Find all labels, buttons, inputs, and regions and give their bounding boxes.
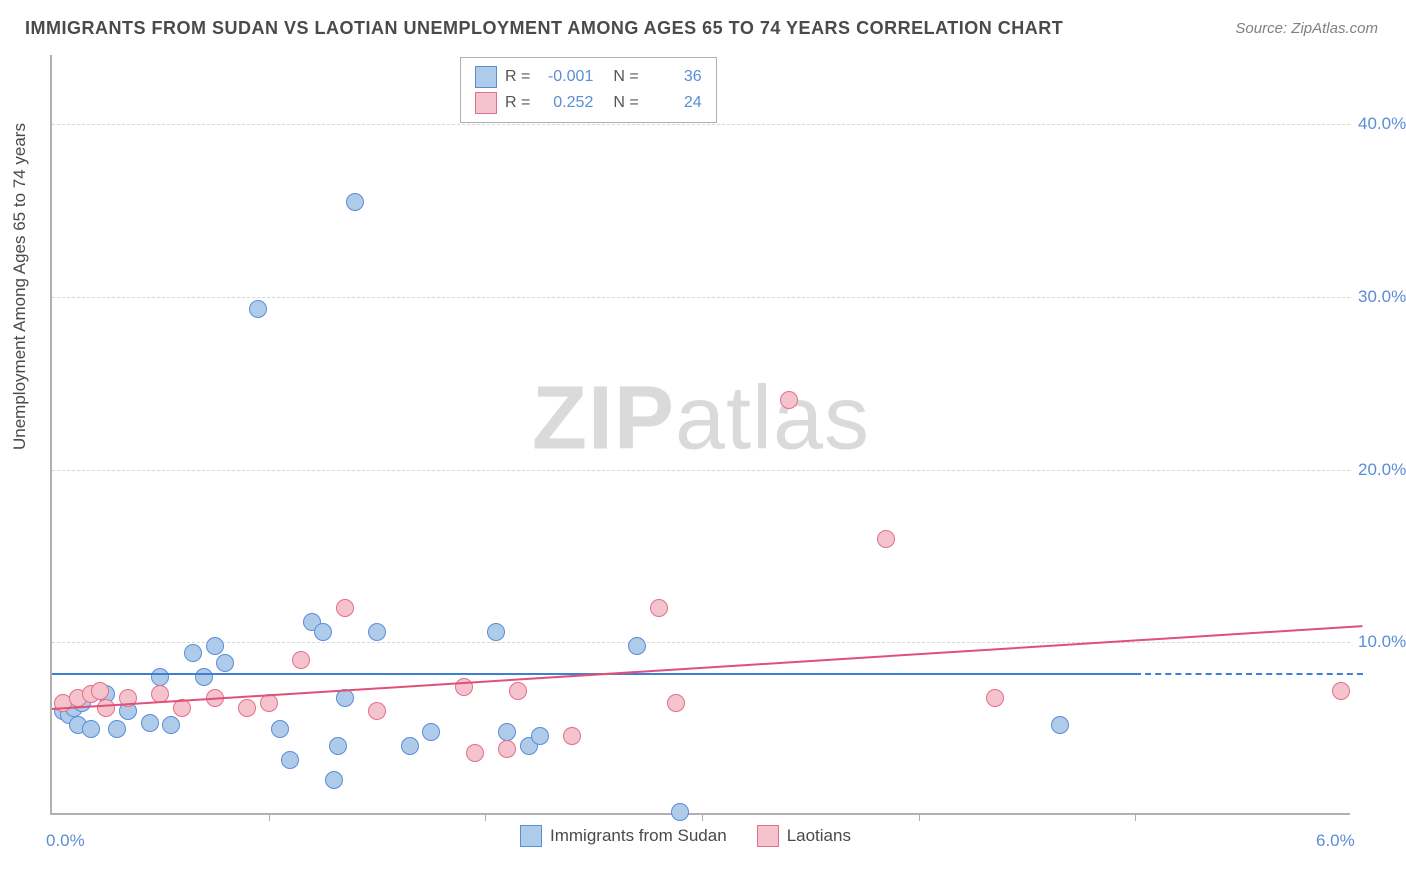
legend-series-item: Laotians	[757, 825, 851, 847]
x-tick-mark	[919, 813, 920, 821]
data-point	[422, 723, 440, 741]
trendline-dashed	[1135, 673, 1363, 675]
data-point	[487, 623, 505, 641]
data-point	[650, 599, 668, 617]
data-point	[531, 727, 549, 745]
n-label: N =	[613, 68, 638, 86]
watermark-light: atlas	[675, 368, 870, 468]
data-point	[271, 720, 289, 738]
y-tick-label: 10.0%	[1358, 632, 1406, 652]
gridline	[52, 642, 1350, 643]
legend-stat-row: R = 0.252 N = 24	[475, 90, 702, 116]
n-label: N =	[613, 94, 638, 112]
data-point	[162, 716, 180, 734]
data-point	[1051, 716, 1069, 734]
chart-title: IMMIGRANTS FROM SUDAN VS LAOTIAN UNEMPLO…	[25, 18, 1063, 39]
y-tick-label: 30.0%	[1358, 287, 1406, 307]
data-point	[498, 723, 516, 741]
data-point	[628, 637, 646, 655]
r-value: -0.001	[538, 68, 593, 86]
data-point	[336, 599, 354, 617]
data-point	[986, 689, 1004, 707]
data-point	[329, 737, 347, 755]
data-point	[671, 803, 689, 821]
x-tick-mark	[269, 813, 270, 821]
data-point	[325, 771, 343, 789]
n-value: 24	[647, 94, 702, 112]
legend-stat-row: R = -0.001 N = 36	[475, 64, 702, 90]
watermark-bold: ZIP	[532, 368, 675, 468]
legend-swatch	[475, 66, 497, 88]
y-axis-label: Unemployment Among Ages 65 to 74 years	[10, 123, 30, 450]
scatter-plot-area: ZIPatlas	[50, 55, 1350, 815]
trendline	[52, 625, 1363, 710]
x-max-label: 6.0%	[1316, 831, 1355, 851]
data-point	[314, 623, 332, 641]
data-point	[82, 720, 100, 738]
data-point	[498, 740, 516, 758]
data-point	[249, 300, 267, 318]
source-name: ZipAtlas.com	[1291, 20, 1378, 37]
legend-series-item: Immigrants from Sudan	[520, 825, 727, 847]
data-point	[1332, 682, 1350, 700]
r-label: R =	[505, 94, 530, 112]
legend-series-label: Immigrants from Sudan	[550, 826, 727, 846]
data-point	[401, 737, 419, 755]
legend-swatch	[520, 825, 542, 847]
y-tick-label: 40.0%	[1358, 114, 1406, 134]
correlation-legend: R = -0.001 N = 36 R = 0.252 N = 24	[460, 57, 717, 123]
data-point	[466, 744, 484, 762]
legend-swatch	[475, 92, 497, 114]
data-point	[238, 699, 256, 717]
data-point	[108, 720, 126, 738]
data-point	[346, 193, 364, 211]
watermark: ZIPatlas	[532, 367, 870, 470]
legend-series-label: Laotians	[787, 826, 851, 846]
n-value: 36	[647, 68, 702, 86]
x-tick-mark	[485, 813, 486, 821]
data-point	[151, 668, 169, 686]
data-point	[206, 637, 224, 655]
data-point	[877, 530, 895, 548]
data-point	[509, 682, 527, 700]
data-point	[292, 651, 310, 669]
source-attribution: Source: ZipAtlas.com	[1235, 20, 1378, 37]
gridline	[52, 124, 1350, 125]
x-tick-mark	[702, 813, 703, 821]
data-point	[91, 682, 109, 700]
gridline	[52, 470, 1350, 471]
source-prefix: Source:	[1235, 20, 1291, 37]
gridline	[52, 297, 1350, 298]
x-origin-label: 0.0%	[46, 831, 85, 851]
data-point	[216, 654, 234, 672]
series-legend: Immigrants from Sudan Laotians	[520, 825, 851, 847]
data-point	[368, 702, 386, 720]
data-point	[184, 644, 202, 662]
data-point	[141, 714, 159, 732]
data-point	[780, 391, 798, 409]
data-point	[563, 727, 581, 745]
r-value: 0.252	[538, 94, 593, 112]
y-tick-label: 20.0%	[1358, 460, 1406, 480]
legend-swatch	[757, 825, 779, 847]
data-point	[368, 623, 386, 641]
data-point	[97, 699, 115, 717]
data-point	[281, 751, 299, 769]
data-point	[195, 668, 213, 686]
r-label: R =	[505, 68, 530, 86]
x-tick-mark	[1135, 813, 1136, 821]
data-point	[667, 694, 685, 712]
